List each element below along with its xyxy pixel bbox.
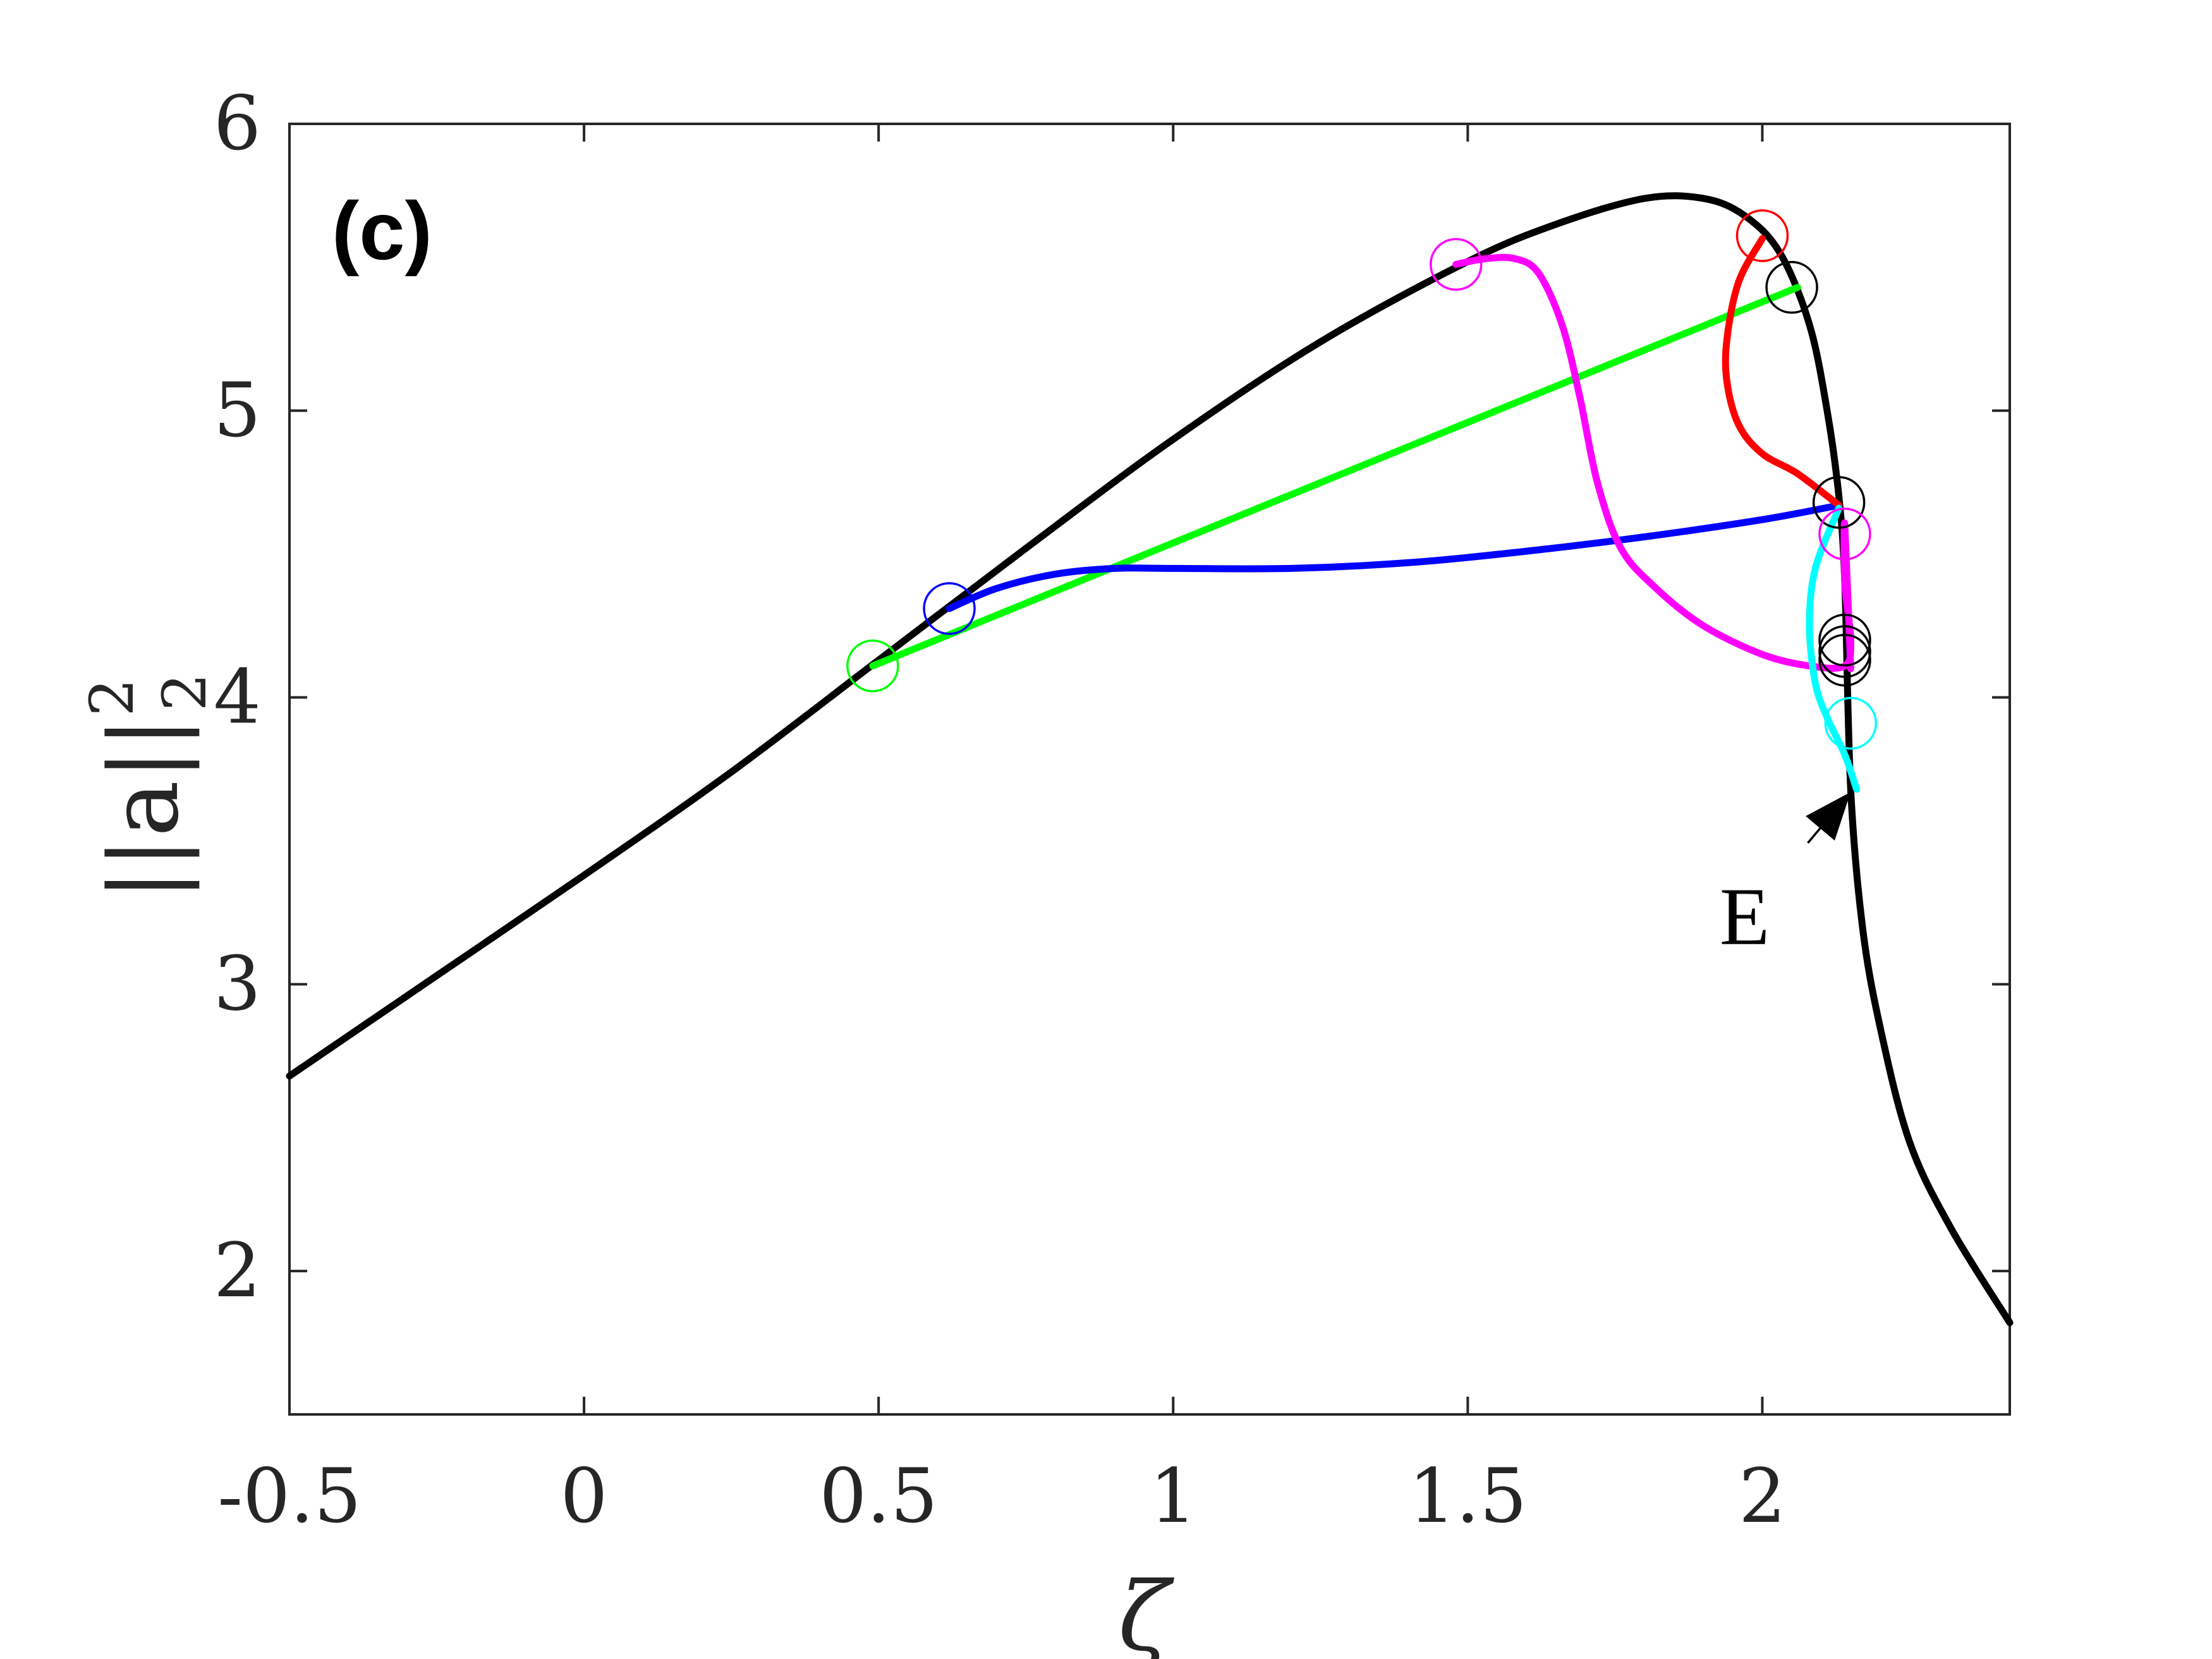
series-line-3 — [945, 502, 1843, 612]
annotation-arrow-head — [1806, 792, 1851, 841]
svg-text:||a||22: ||a||22 — [78, 673, 220, 901]
marker-circle-11 — [1824, 696, 1878, 750]
plot-area — [288, 123, 2011, 1416]
x-tick-label: 0 — [561, 1452, 608, 1540]
marker-circle-6 — [1812, 476, 1866, 529]
marker-circle-4 — [1735, 209, 1789, 262]
y-tick-label: 5 — [214, 367, 261, 454]
plot-frame — [288, 123, 2011, 1416]
series-line-4 — [1452, 253, 1854, 672]
y-tick-label: 4 — [214, 653, 261, 741]
x-axis-title: ζ — [1118, 1562, 1174, 1659]
x-tick-label: 1 — [1150, 1452, 1197, 1540]
marker-circle-8 — [1818, 614, 1871, 667]
series-line-5 — [1722, 235, 1843, 509]
annotation-label-E: E — [1720, 872, 1770, 963]
y-tick-label: 3 — [214, 940, 261, 1027]
marker-circle-10 — [1818, 633, 1871, 687]
y-tick-label: 2 — [214, 1227, 261, 1314]
series-line-6 — [1806, 504, 1861, 793]
x-tick-label: 2 — [1739, 1452, 1786, 1540]
x-tick-label: -0.5 — [217, 1452, 362, 1540]
annotation-layer: E — [1720, 791, 1852, 963]
marker-circle-3 — [1429, 238, 1483, 291]
marker-circle-9 — [1818, 625, 1871, 678]
y-axis-title-sup: 2 — [78, 678, 147, 716]
marker-circle-2 — [923, 582, 976, 635]
marker-circle-7 — [1818, 507, 1871, 561]
panel-label: (c) — [332, 185, 432, 277]
x-tick-label: 0.5 — [819, 1452, 938, 1540]
marker-circle-1 — [846, 639, 899, 693]
y-tick-label: 6 — [214, 80, 261, 167]
marker-circle-5 — [1765, 260, 1818, 314]
series-line-2 — [869, 284, 1801, 670]
y-axis-title-sub: 2 — [150, 673, 220, 711]
series-layer — [286, 192, 2014, 1327]
series-line-1 — [286, 192, 2014, 1327]
marker-layer — [846, 209, 1878, 750]
tick-layer: -0.5 0 0.5 1 1.5 2 2 3 4 5 6 — [214, 80, 2010, 1540]
y-axis-title: ||a||22 — [78, 673, 220, 901]
x-tick-label: 1.5 — [1409, 1452, 1528, 1540]
y-axis-title-base: ||a|| — [90, 717, 200, 901]
